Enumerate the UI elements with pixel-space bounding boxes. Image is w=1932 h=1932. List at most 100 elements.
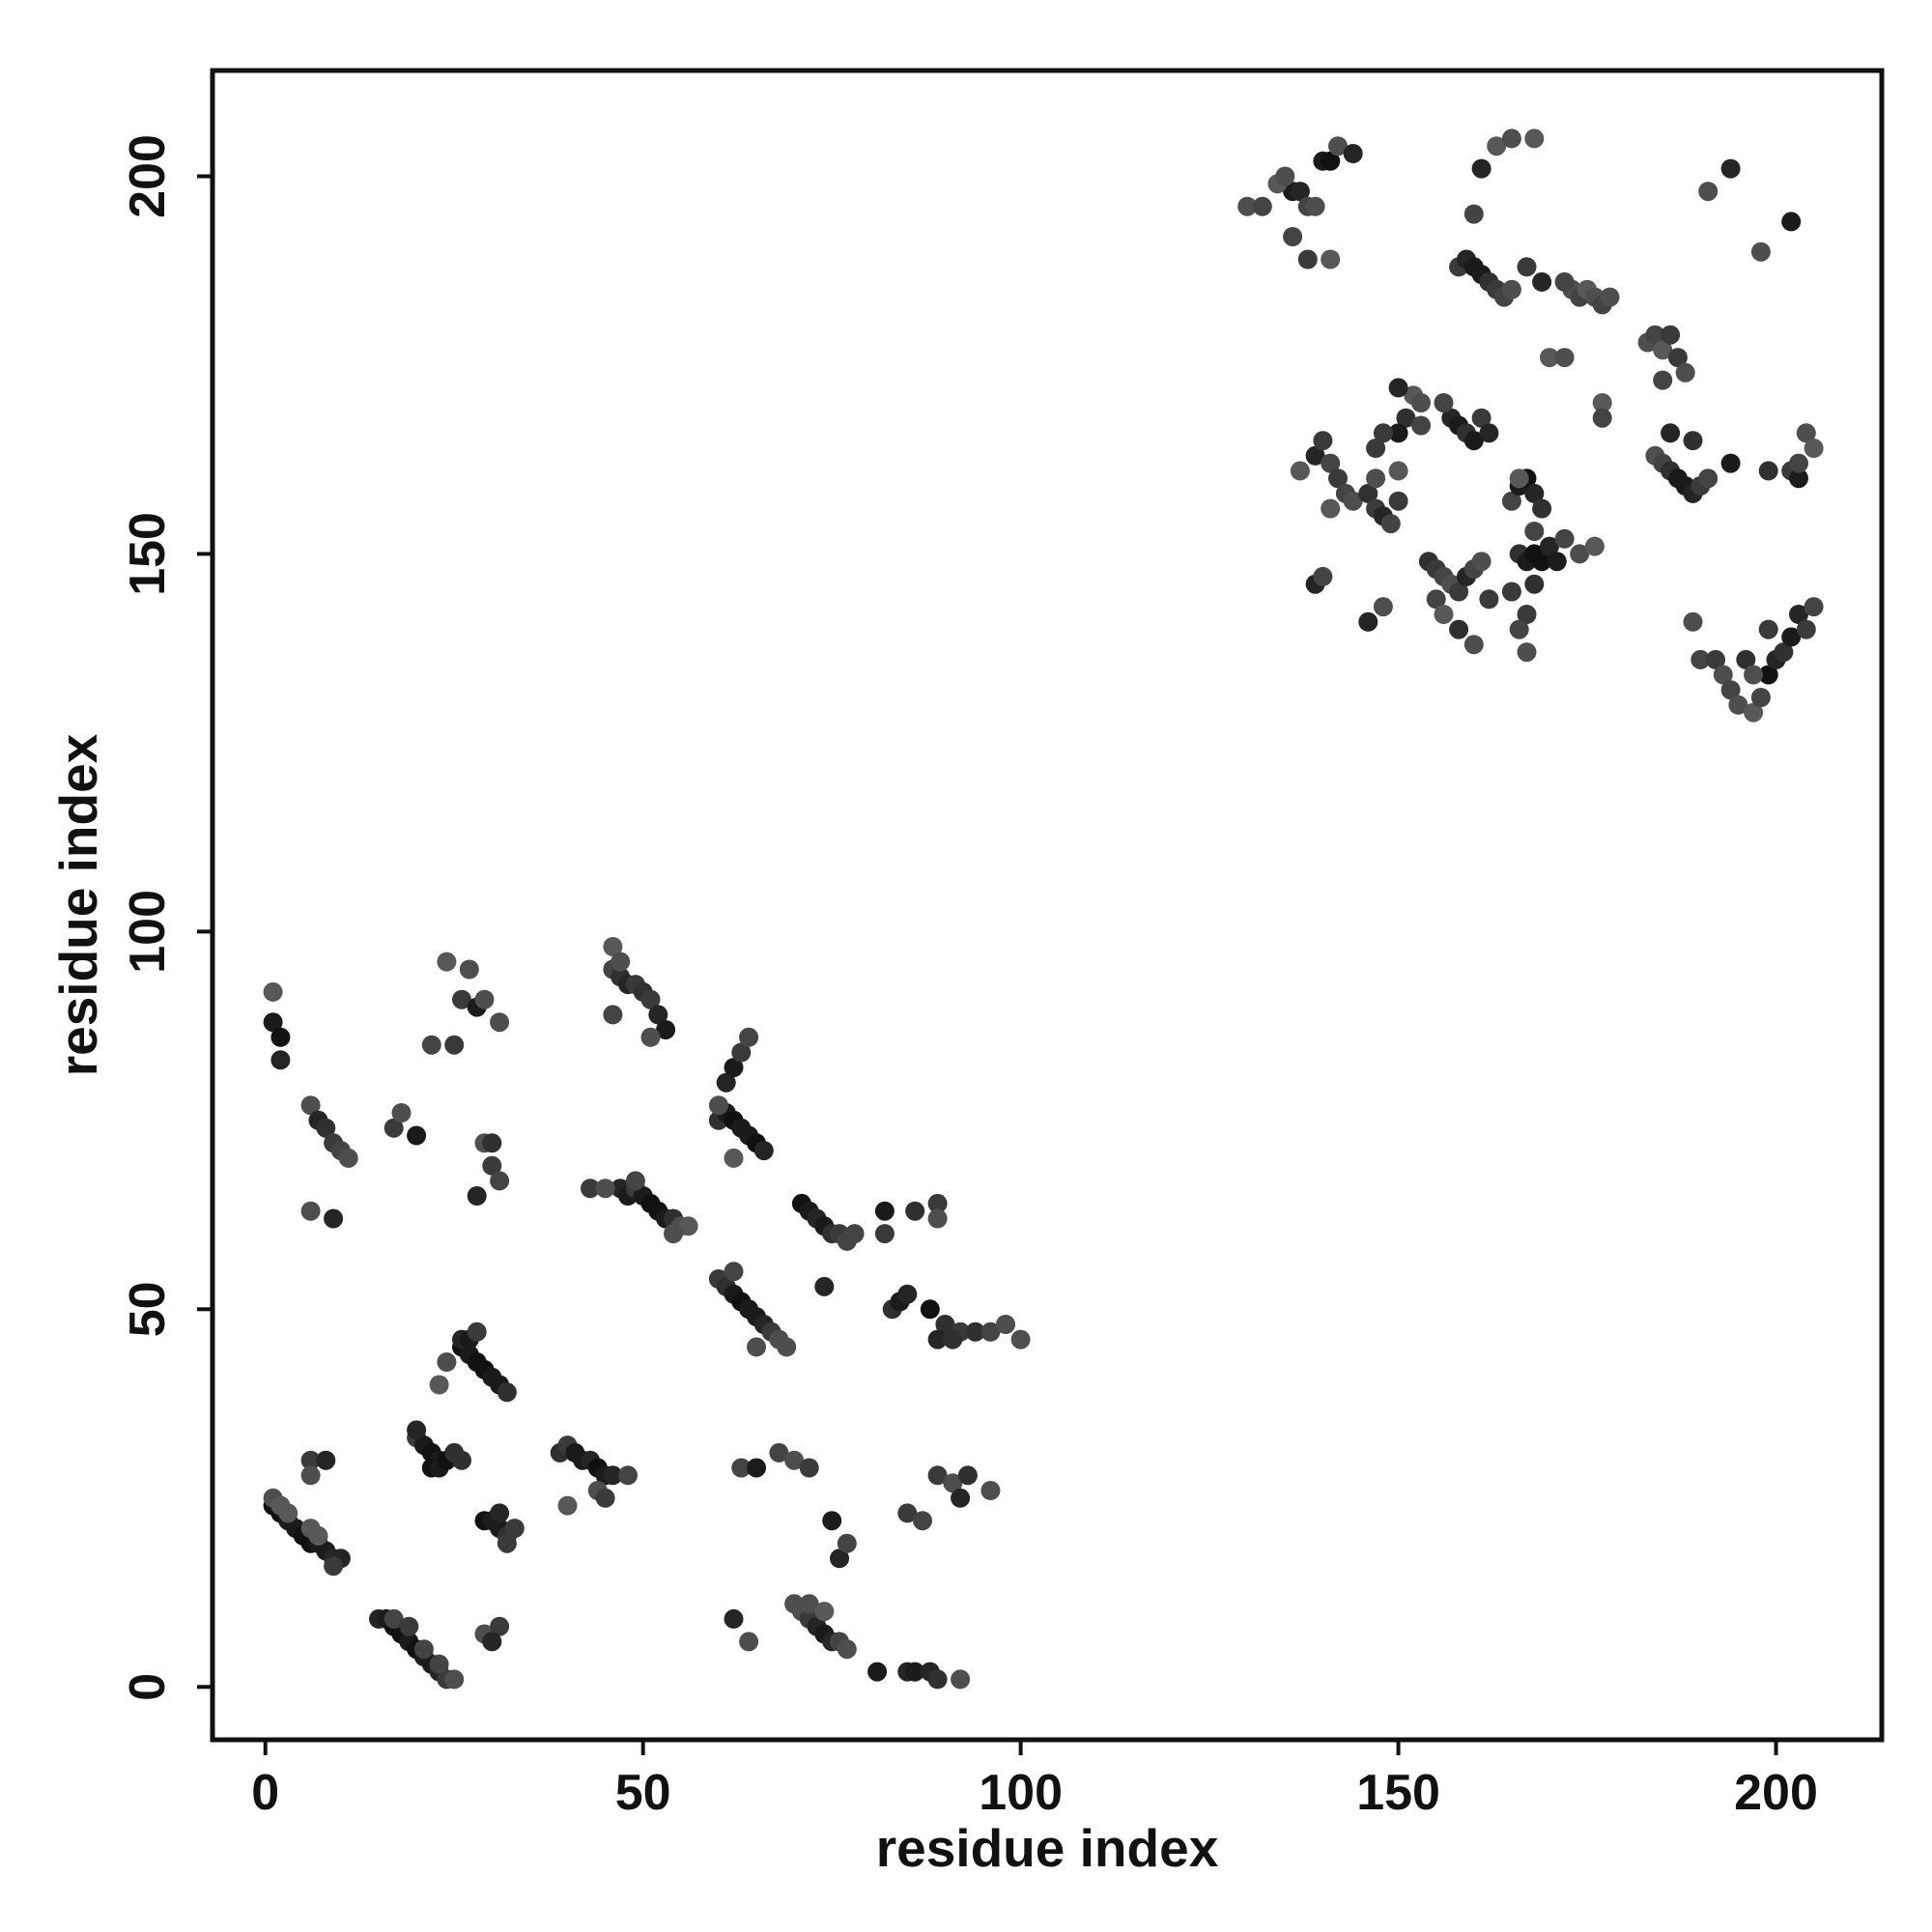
data-point [1321, 249, 1341, 270]
data-point [1366, 469, 1386, 489]
data-point [1297, 249, 1318, 270]
data-point [640, 989, 661, 1009]
data-point [490, 1616, 510, 1636]
data-point [943, 1473, 963, 1493]
data-point [595, 1488, 615, 1508]
data-point [1774, 642, 1794, 663]
data-point [1237, 196, 1258, 216]
data-point [724, 1608, 744, 1629]
data-point [777, 1337, 797, 1357]
data-point [603, 1465, 623, 1486]
data-point [1343, 144, 1363, 163]
data-point [1600, 287, 1620, 307]
data-point [1373, 423, 1393, 443]
data-point [1321, 453, 1341, 473]
data-point [1305, 445, 1325, 466]
data-point [581, 1179, 600, 1199]
data-point [407, 1420, 427, 1440]
data-point [1736, 649, 1756, 669]
data-point [769, 1442, 789, 1463]
data-point [452, 989, 471, 1009]
data-point [1796, 619, 1816, 639]
data-point [1411, 415, 1431, 436]
x-axis: 0 50 100 150 200 [251, 1740, 1818, 1821]
data-point [1524, 128, 1545, 149]
data-point [837, 1533, 857, 1553]
data-point [935, 1315, 955, 1334]
data-point [1789, 469, 1808, 489]
data-point [1547, 552, 1567, 572]
data-point [927, 1193, 948, 1213]
data-point [1501, 582, 1521, 602]
data-point [474, 989, 495, 1009]
data-point [490, 1012, 510, 1033]
data-point [1698, 469, 1719, 489]
data-point [1744, 665, 1764, 685]
y-tick-label: 100 [120, 890, 176, 974]
data-point [1744, 702, 1764, 723]
data-point [1720, 680, 1741, 700]
data-point [1758, 665, 1778, 685]
data-point [1683, 431, 1703, 451]
data-point [678, 1216, 698, 1236]
data-point [444, 1035, 465, 1055]
data-point [1501, 491, 1521, 511]
data-point [497, 1382, 517, 1403]
data-point [603, 1005, 623, 1025]
data-point [1570, 544, 1590, 564]
data-point [1388, 491, 1408, 511]
data-point [316, 1118, 336, 1138]
data-point [421, 1035, 441, 1055]
data-point [822, 1511, 842, 1531]
data-point [482, 1155, 502, 1176]
data-point [611, 952, 631, 972]
data-point [957, 1465, 978, 1486]
data-point [1796, 423, 1816, 443]
data-point [437, 1352, 457, 1372]
data-point [338, 1148, 358, 1168]
data-point [1554, 528, 1575, 549]
data-point [951, 1488, 971, 1508]
data-point [1789, 605, 1808, 624]
data-point [1380, 514, 1401, 534]
data-point [837, 1639, 857, 1660]
data-point [270, 1027, 291, 1047]
data-point [1690, 649, 1711, 669]
data-point [1758, 619, 1778, 639]
data-point [1667, 348, 1688, 368]
data-point [844, 1224, 865, 1244]
y-tick-label: 200 [120, 134, 176, 218]
data-point [384, 1608, 404, 1629]
data-point [897, 1503, 918, 1523]
x-tick-label: 100 [979, 1765, 1063, 1821]
plot-frame [210, 68, 1885, 1743]
x-tick-label: 0 [251, 1765, 279, 1821]
data-point [905, 1201, 925, 1221]
y-tick-label: 50 [120, 1281, 176, 1337]
data-point [625, 1171, 645, 1191]
data-point [429, 1375, 449, 1395]
data-point [943, 1329, 963, 1350]
data-point [1789, 453, 1808, 473]
data-point [1592, 408, 1612, 428]
data-point [1517, 605, 1537, 624]
data-point [1321, 151, 1341, 171]
data-point [399, 1616, 419, 1636]
data-point [980, 1481, 1001, 1500]
data-point [300, 1201, 321, 1221]
data-point [951, 1669, 971, 1690]
data-point [444, 1669, 465, 1690]
data-point [316, 1450, 336, 1470]
data-point [1532, 498, 1552, 519]
data-point [1645, 325, 1665, 345]
data-point [1487, 136, 1507, 156]
data-point [1683, 611, 1703, 632]
x-axis-title: residue index [876, 1818, 1219, 1878]
data-point [1396, 408, 1416, 428]
data-point [1479, 589, 1499, 610]
data-point [300, 1465, 321, 1486]
data-point [1781, 627, 1802, 647]
data-point [867, 1662, 888, 1682]
data-point [708, 1095, 728, 1116]
data-point [413, 1639, 434, 1660]
